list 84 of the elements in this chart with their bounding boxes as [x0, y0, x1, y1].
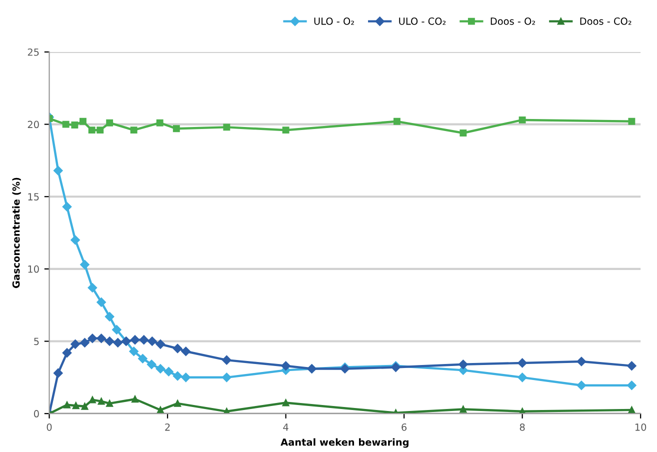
point: [88, 126, 96, 134]
point: [132, 396, 138, 403]
point: [156, 406, 164, 414]
point: [518, 372, 527, 382]
point: [54, 368, 63, 378]
point: [156, 340, 166, 349]
point: [628, 406, 636, 414]
x-tick-label: 2: [165, 423, 170, 431]
point: [460, 406, 467, 413]
point: [156, 364, 166, 374]
legend-label: Doos - O₂: [490, 18, 535, 25]
y-tick-label: 25: [28, 48, 39, 56]
y-tick-label: 0: [34, 410, 39, 418]
point: [72, 402, 80, 410]
point: [130, 126, 138, 134]
point: [62, 348, 72, 358]
y-tick-label: 5: [34, 338, 39, 346]
point: [628, 118, 636, 125]
point: [96, 298, 106, 307]
point: [106, 400, 114, 407]
point: [148, 336, 157, 346]
point: [518, 116, 526, 124]
point: [104, 312, 114, 322]
point: [393, 118, 400, 125]
point: [458, 360, 468, 370]
point: [88, 396, 96, 404]
point: [139, 335, 149, 344]
point: [138, 354, 148, 364]
point: [88, 283, 98, 292]
x-tick-label: 4: [283, 424, 288, 431]
point: [282, 399, 290, 406]
point: [281, 361, 290, 370]
point: [64, 401, 70, 408]
x-axis-title: Aantal weken bewaring: [280, 438, 408, 448]
point: [518, 358, 527, 368]
y-tick-label: 10: [28, 265, 39, 273]
point: [88, 334, 98, 343]
point: [627, 361, 636, 370]
point: [81, 402, 88, 410]
point: [96, 334, 106, 343]
point: [112, 325, 122, 334]
legend-label: Doos - CO₂: [580, 18, 632, 25]
point: [96, 126, 104, 134]
point: [62, 120, 70, 128]
point: [172, 125, 180, 132]
point: [80, 338, 90, 348]
point: [223, 124, 230, 131]
point: [54, 166, 63, 176]
point: [576, 380, 586, 390]
legend-label: ULO - O₂: [314, 18, 354, 25]
point: [146, 360, 156, 370]
point: [181, 346, 190, 356]
point: [174, 400, 182, 407]
x-tick-label: 8: [520, 423, 525, 431]
point: [70, 340, 80, 349]
point: [113, 338, 122, 348]
point: [172, 371, 182, 381]
point: [222, 355, 232, 365]
point: [129, 346, 138, 356]
point: [282, 126, 290, 134]
x-tick-label: 6: [402, 423, 407, 431]
point: [460, 130, 467, 136]
point: [222, 372, 232, 382]
y-axis-title: Gasconcentratie (%): [12, 178, 21, 288]
point: [156, 119, 164, 126]
point: [164, 367, 174, 376]
point: [80, 260, 90, 270]
y-tick-label: 20: [28, 120, 39, 128]
point: [70, 235, 80, 245]
point: [130, 335, 140, 344]
x-tick-label: 10: [635, 423, 646, 431]
point: [71, 122, 78, 128]
point: [576, 356, 586, 366]
y-tick-label: 15: [28, 193, 39, 200]
x-tick-label: 0: [46, 423, 52, 431]
point: [106, 119, 114, 126]
point: [627, 380, 636, 390]
point: [181, 372, 190, 382]
point: [104, 336, 114, 346]
point: [62, 202, 72, 212]
point: [172, 344, 182, 354]
legend-label: ULO - CO₂: [399, 18, 446, 25]
point: [80, 118, 86, 125]
point: [98, 398, 105, 405]
